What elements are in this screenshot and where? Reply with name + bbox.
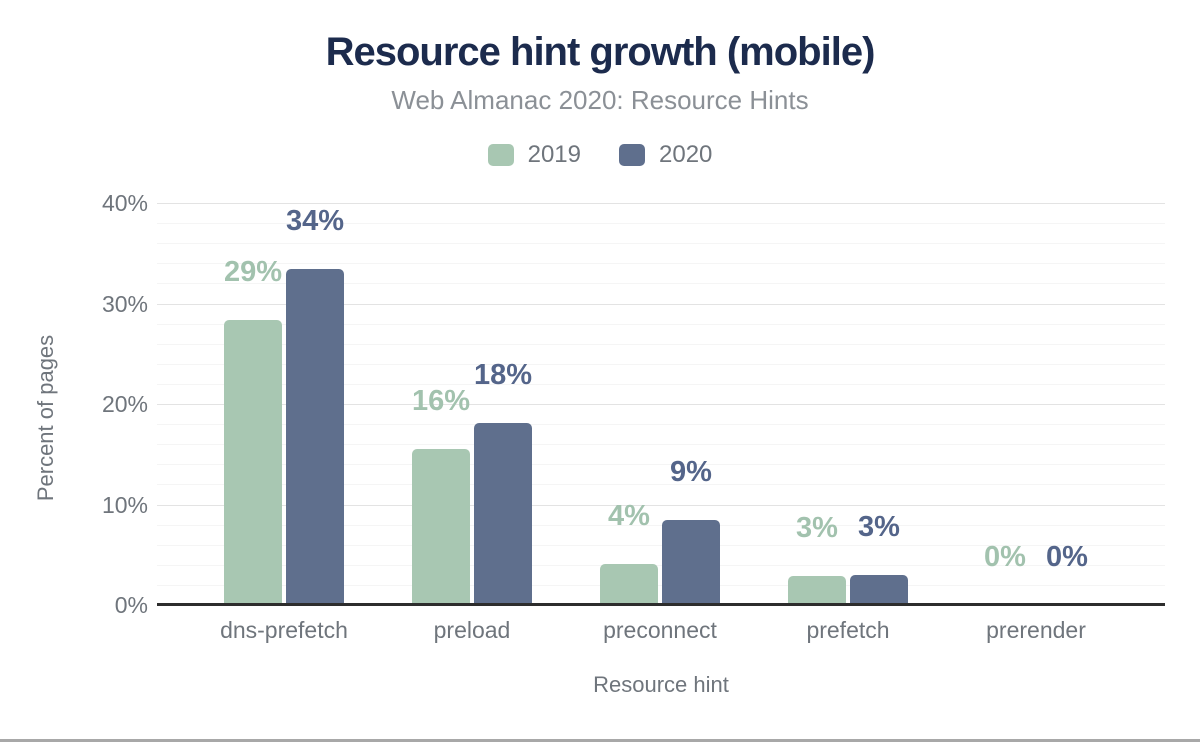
y-tick-label-40: 40% — [101, 190, 148, 216]
bar-2019-prefetch — [788, 575, 846, 605]
y-tick-label-10: 10% — [101, 492, 148, 518]
x-axis-line — [157, 603, 1165, 606]
bar-2019-preload — [412, 449, 470, 605]
gridline-minor-38 — [157, 223, 1165, 224]
legend-item-2020: 2020 — [619, 141, 712, 169]
value-label-2020-prefetch: 3% — [858, 510, 900, 543]
gridline-major-30 — [157, 304, 1165, 305]
bottom-divider — [0, 739, 1200, 742]
gridline-minor-32 — [157, 283, 1165, 284]
gridline-minor-16 — [157, 444, 1165, 445]
gridline-minor-8 — [157, 525, 1165, 526]
chart-subtitle: Web Almanac 2020: Resource Hints — [391, 85, 809, 115]
value-label-2019-preconnect: 4% — [608, 499, 650, 532]
gridline-major-20 — [157, 404, 1165, 405]
y-tick-label-20: 20% — [101, 391, 148, 417]
gridline-minor-22 — [157, 384, 1165, 385]
bar-2020-preload — [474, 423, 532, 605]
value-label-2019-prerender: 0% — [984, 541, 1026, 573]
x-axis-title: Resource hint — [593, 672, 729, 697]
gridline-major-40 — [157, 203, 1165, 204]
bar-2020-prefetch — [850, 574, 908, 606]
gridline-minor-24 — [157, 364, 1165, 365]
gridline-minor-2 — [157, 585, 1165, 586]
legend-label-2020: 2020 — [659, 141, 713, 168]
x-tick-label-preload: preload — [433, 617, 511, 643]
bar-2019-dns-prefetch — [224, 319, 282, 605]
gridline-minor-34 — [157, 263, 1165, 264]
gridline-minor-4 — [157, 565, 1165, 566]
gridline-minor-26 — [157, 344, 1165, 345]
value-label-2020-dns-prefetch: 34% — [285, 205, 345, 238]
x-tick-label-prerender: prerender — [986, 617, 1086, 643]
gridline-minor-12 — [157, 484, 1165, 485]
value-label-2020-preload: 18% — [473, 359, 533, 392]
y-axis-title: Percent of pages — [33, 334, 58, 502]
legend-swatch-2020 — [619, 144, 645, 166]
gridline-major-10 — [157, 505, 1165, 506]
x-tick-label-prefetch: prefetch — [806, 617, 890, 643]
value-label-2020-preconnect: 9% — [670, 455, 712, 488]
x-tick-label-preconnect: preconnect — [603, 617, 717, 643]
gridline-minor-36 — [157, 243, 1165, 244]
bar-2020-dns-prefetch — [286, 269, 344, 605]
gridline-minor-28 — [157, 324, 1165, 325]
y-tick-label-0: 0% — [114, 592, 148, 618]
value-label-2019-preload: 16% — [411, 385, 471, 418]
gridline-minor-18 — [157, 424, 1165, 425]
bar-2020-preconnect — [662, 519, 720, 605]
y-tick-label-30: 30% — [101, 291, 148, 317]
chart-title: Resource hint growth (mobile) — [325, 30, 876, 74]
value-label-2019-prefetch: 3% — [796, 511, 838, 544]
legend: 2019 2020 — [0, 141, 1200, 169]
value-label-2020-prerender: 0% — [1046, 541, 1088, 573]
legend-label-2019: 2019 — [527, 141, 581, 168]
legend-swatch-2019 — [487, 144, 514, 166]
value-label-2019-dns-prefetch: 29% — [223, 255, 283, 288]
gridline-minor-14 — [157, 464, 1165, 465]
legend-item-2019: 2019 — [487, 141, 581, 169]
x-tick-label-dns-prefetch: dns-prefetch — [220, 617, 348, 643]
gridline-minor-6 — [157, 545, 1165, 546]
bar-2019-preconnect — [600, 563, 658, 605]
